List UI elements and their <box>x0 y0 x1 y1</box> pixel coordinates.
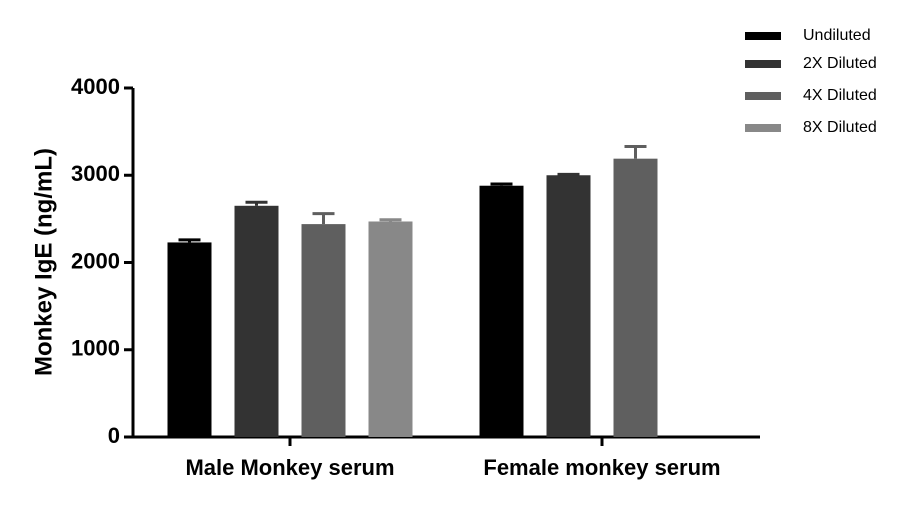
y-tick-label: 2000 <box>71 248 120 273</box>
legend-swatch <box>745 92 781 100</box>
bar <box>167 242 212 437</box>
bar <box>301 224 346 437</box>
bar <box>234 205 279 437</box>
x-tick-label: Female monkey serum <box>483 455 720 480</box>
error-bar <box>624 144 647 159</box>
bar <box>368 221 413 437</box>
legend-swatch <box>745 32 781 40</box>
error-bar <box>379 218 402 222</box>
x-tick-label: Male Monkey serum <box>185 455 394 480</box>
legend-label: 4X Diluted <box>803 87 877 104</box>
y-tick-label: 3000 <box>71 161 120 186</box>
bar <box>479 185 524 437</box>
error-bar <box>178 238 201 243</box>
error-bar <box>312 212 335 225</box>
legend-label: 2X Diluted <box>803 55 877 72</box>
legend-label: Undiluted <box>803 27 871 44</box>
bar <box>546 175 591 437</box>
error-bar <box>557 172 580 176</box>
y-axis-label: Monkey IgE (ng/mL) <box>30 148 57 376</box>
bar <box>613 158 658 438</box>
error-bar <box>490 182 513 186</box>
legend-swatch <box>745 124 781 132</box>
y-tick-label: 0 <box>108 423 120 448</box>
legend-swatch <box>745 60 781 68</box>
error-bar <box>245 200 268 206</box>
y-tick-label: 1000 <box>71 336 120 361</box>
y-tick-label: 4000 <box>71 74 120 99</box>
legend-label: 8X Diluted <box>803 119 877 136</box>
